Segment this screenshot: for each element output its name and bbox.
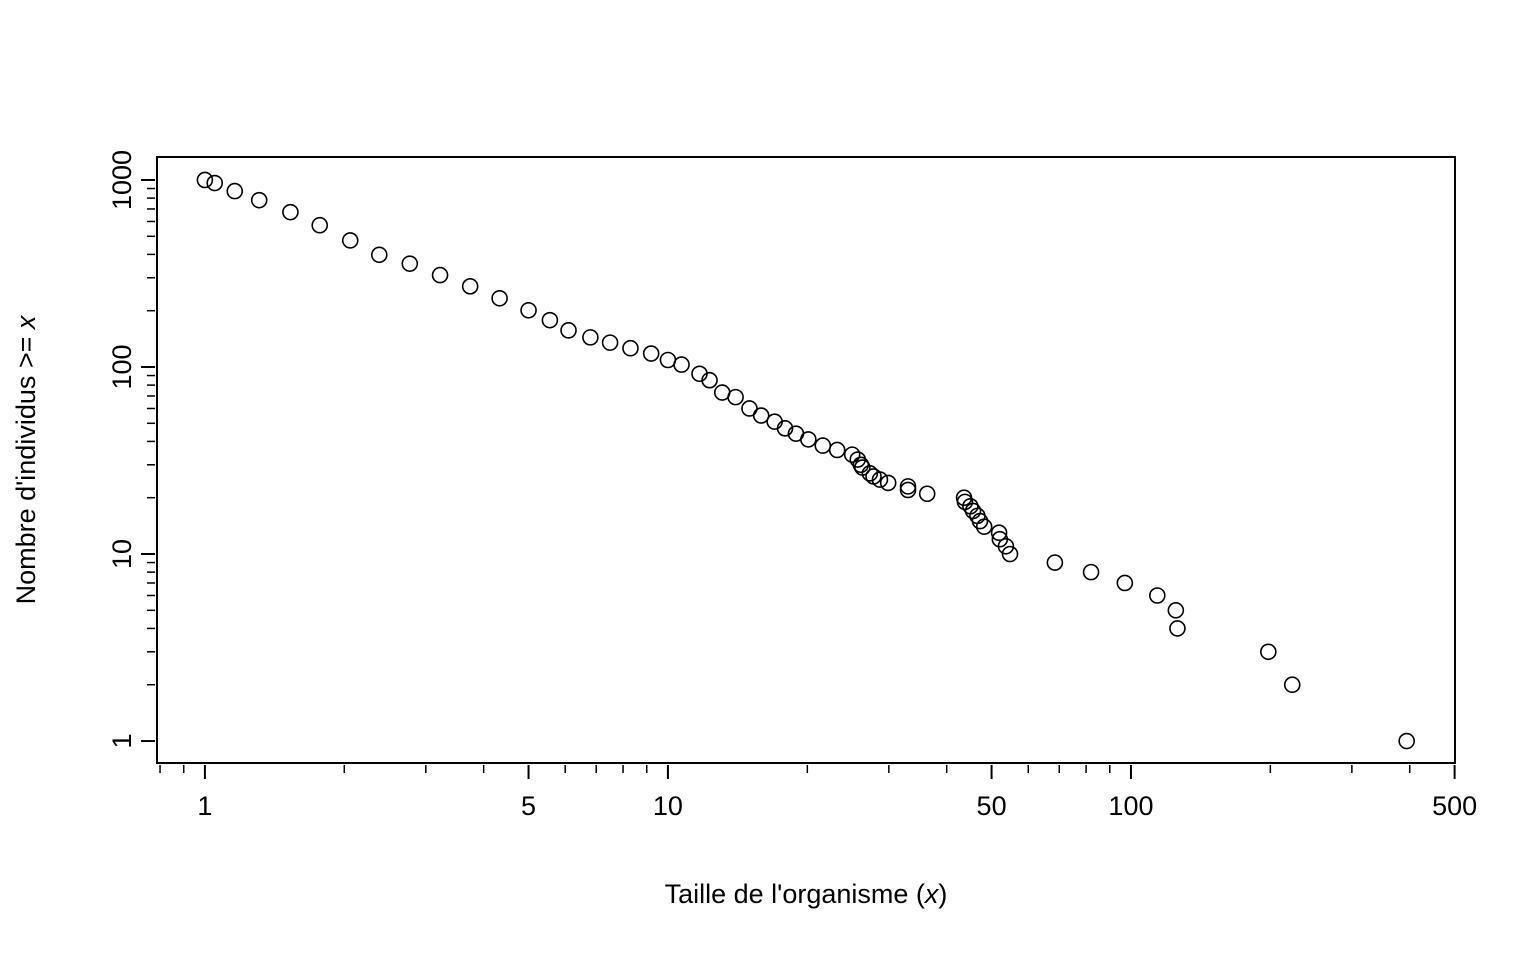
plot-frame — [156, 156, 1456, 764]
y-axis-label: Nombre d'individus >= x — [11, 314, 41, 604]
point — [1149, 587, 1166, 604]
x-axis-label: Taille de l'organisme (x) — [665, 879, 948, 909]
point — [541, 311, 559, 329]
point — [206, 174, 224, 192]
point — [673, 356, 690, 373]
point — [642, 345, 660, 362]
point — [918, 485, 936, 503]
point — [431, 266, 449, 284]
point — [766, 413, 783, 430]
y-tick-label: 1000 — [107, 150, 137, 210]
point — [1260, 643, 1277, 661]
y-tick-label: 1 — [107, 734, 137, 749]
point — [282, 203, 299, 221]
point — [990, 524, 1008, 542]
point — [843, 446, 861, 463]
point — [622, 339, 639, 357]
point — [1283, 676, 1301, 694]
point — [879, 474, 897, 492]
x-label-part: ) — [938, 879, 947, 909]
x-tick-label: 10 — [653, 791, 683, 821]
point — [311, 216, 329, 234]
point — [196, 171, 214, 189]
point — [1398, 732, 1415, 750]
point — [1167, 602, 1185, 619]
point — [849, 451, 867, 468]
point — [1116, 574, 1134, 592]
x-tick-label: 100 — [1108, 791, 1153, 821]
point — [341, 232, 359, 249]
y-tick-label: 100 — [107, 344, 137, 389]
y-label-part: Nombre d'individus >= — [11, 329, 41, 604]
point — [226, 182, 244, 200]
point — [1046, 554, 1064, 571]
point — [491, 289, 508, 307]
point — [560, 322, 577, 339]
point — [787, 425, 805, 442]
point — [659, 351, 677, 369]
point — [1169, 620, 1186, 637]
point — [250, 191, 268, 209]
point — [713, 384, 731, 401]
x-tick-label: 50 — [977, 791, 1007, 821]
point — [1082, 563, 1100, 581]
point — [899, 481, 917, 499]
point — [582, 329, 599, 346]
y-label-part: x — [11, 314, 41, 331]
x-label-part: x — [923, 879, 940, 909]
x-tick-label: 1 — [197, 791, 212, 821]
point — [401, 255, 419, 272]
point — [865, 468, 882, 485]
x-label-part: Taille de l'organisme ( — [665, 879, 925, 909]
point — [899, 478, 917, 495]
point — [962, 497, 979, 515]
point — [1001, 545, 1019, 563]
point — [370, 246, 388, 264]
x-tick-label: 5 — [521, 791, 536, 821]
x-tick-label: 500 — [1432, 791, 1477, 821]
point — [691, 365, 708, 383]
point — [814, 437, 832, 454]
point — [741, 400, 758, 417]
point — [461, 278, 479, 295]
point — [520, 301, 537, 319]
point — [991, 530, 1009, 548]
point — [601, 334, 619, 351]
point — [854, 459, 871, 476]
point — [828, 441, 846, 459]
point — [955, 489, 973, 507]
y-tick-label: 10 — [107, 539, 137, 569]
